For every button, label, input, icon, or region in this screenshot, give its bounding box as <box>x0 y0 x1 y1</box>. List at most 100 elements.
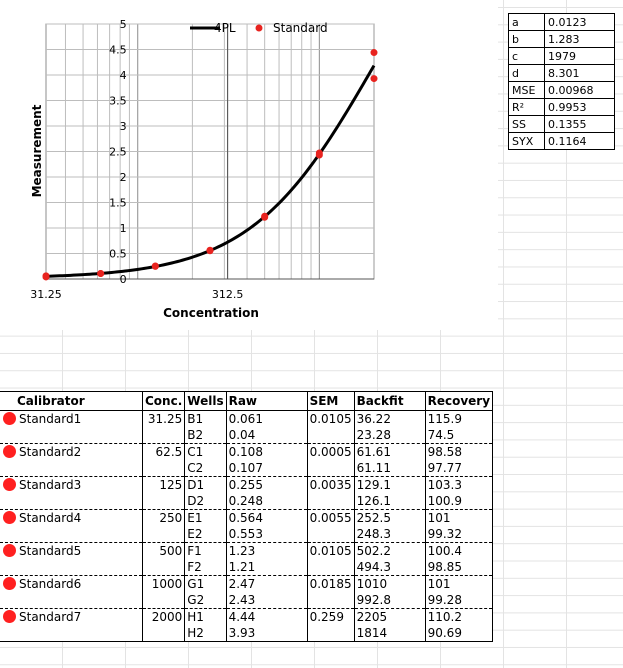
calibrator-name: Standard4 <box>19 510 82 525</box>
standard-point <box>370 49 378 57</box>
param-row: R² 0.9953 <box>508 98 615 116</box>
standard-point <box>151 262 159 270</box>
sem-cell: 0.0185 <box>306 575 355 592</box>
param-name: b <box>508 30 545 48</box>
chart-area[interactable]: 0 0.5 1 1.5 2 2.5 3 3.5 4 4.5 5 31.25 312.5 4PL Stan… <box>0 0 498 330</box>
calibration-chart[interactable]: 0 0.5 1 1.5 2 2.5 3 3.5 4 4.5 5 31.25 312.5 4PL Stan… <box>0 0 498 330</box>
standard-point <box>370 75 378 83</box>
recovery-cell: 98.85 <box>424 559 494 576</box>
conc-cell <box>141 559 186 576</box>
backfit-cell: 502.2 <box>353 542 426 559</box>
well-cell: C1 <box>184 443 227 460</box>
recovery-cell: 98.58 <box>424 443 494 460</box>
legend-standard-label: Standard <box>273 21 328 35</box>
y-tick-label: 4.5 <box>109 44 127 57</box>
param-row: b 1.283 <box>508 30 615 48</box>
well-cell: B2 <box>184 427 227 444</box>
well-cell: G2 <box>184 592 227 609</box>
calibrator-name: Standard1 <box>19 411 82 426</box>
standard-point <box>97 270 105 278</box>
standard-point <box>42 273 50 281</box>
calibrator-name: Standard7 <box>19 609 82 624</box>
standard-marker-icon <box>3 444 16 458</box>
param-row: c 1979 <box>508 47 615 65</box>
recovery-cell: 100.9 <box>424 493 494 510</box>
conc-cell: 2000 <box>141 608 186 625</box>
sem-cell: 0.0005 <box>306 443 355 460</box>
calibrator-cell <box>0 526 143 543</box>
conc-cell <box>141 625 186 642</box>
backfit-cell: 1010 <box>353 575 426 592</box>
param-value: 1.283 <box>544 30 615 48</box>
raw-cell: 1.23 <box>225 542 308 559</box>
raw-cell: 0.107 <box>225 460 308 477</box>
param-row: MSE 0.00968 <box>508 81 615 99</box>
calibrator-cell: Standard6 <box>0 575 143 592</box>
y-tick-label: 3.5 <box>109 95 127 108</box>
table-row: Standard1 31.25 B1 0.061 0.0105 36.22 115.9 <box>0 410 494 427</box>
conc-cell: 1000 <box>141 575 186 592</box>
header-raw: Raw <box>225 391 308 411</box>
standard-points <box>42 49 378 281</box>
raw-cell: 3.93 <box>225 625 308 642</box>
y-tick-label: 3 <box>120 120 127 133</box>
backfit-cell: 61.61 <box>353 443 426 460</box>
x-axis-title: Concentration <box>163 306 259 320</box>
param-name: d <box>508 64 545 82</box>
backfit-cell: 36.22 <box>353 410 426 427</box>
sem-cell <box>306 460 355 477</box>
header-calibrator: Calibrator <box>0 391 143 411</box>
table-row: Standard2 62.5 C1 0.108 0.0005 61.61 98.58 <box>0 443 494 460</box>
conc-cell: 31.25 <box>141 410 186 427</box>
raw-cell: 2.47 <box>225 575 308 592</box>
param-value: 0.1355 <box>544 115 615 133</box>
legend-standard-marker <box>255 24 263 32</box>
y-tick-label: 0 <box>120 273 127 286</box>
recovery-cell: 115.9 <box>424 410 494 427</box>
well-cell: D2 <box>184 493 227 510</box>
recovery-cell: 99.28 <box>424 592 494 609</box>
backfit-cell: 126.1 <box>353 493 426 510</box>
sem-cell <box>306 493 355 510</box>
calibrator-cell <box>0 427 143 444</box>
standard-marker-icon <box>3 609 16 623</box>
chart-legend: 4PL Standard <box>190 21 328 35</box>
sem-cell <box>306 559 355 576</box>
raw-cell: 4.44 <box>225 608 308 625</box>
well-cell: H1 <box>184 608 227 625</box>
param-name: SYX <box>508 132 545 150</box>
recovery-cell: 101 <box>424 575 494 592</box>
sem-cell: 0.0055 <box>306 509 355 526</box>
param-name: a <box>508 13 545 31</box>
backfit-cell: 2205 <box>353 608 426 625</box>
param-value: 0.00968 <box>544 81 615 99</box>
conc-cell <box>141 460 186 477</box>
recovery-cell: 99.32 <box>424 526 494 543</box>
table-row: Standard7 2000 H1 4.44 0.259 2205 110.2 <box>0 608 494 625</box>
table-row: F2 1.21 494.3 98.85 <box>0 559 494 576</box>
conc-cell <box>141 592 186 609</box>
param-row: d 8.301 <box>508 64 615 82</box>
table-row: B2 0.04 23.28 74.5 <box>0 427 494 444</box>
backfit-cell: 248.3 <box>353 526 426 543</box>
calibrator-cell <box>0 625 143 642</box>
raw-cell: 0.108 <box>225 443 308 460</box>
y-axis-title: Measurement <box>30 104 44 197</box>
recovery-cell: 103.3 <box>424 476 494 493</box>
table-row: G2 2.43 992.8 99.28 <box>0 592 494 609</box>
param-name: R² <box>508 98 545 116</box>
y-tick-label: 0.5 <box>109 248 127 261</box>
sem-cell <box>306 526 355 543</box>
x-tick-label: 31.25 <box>30 288 62 301</box>
raw-cell: 0.04 <box>225 427 308 444</box>
conc-cell <box>141 493 186 510</box>
y-tick-label: 2 <box>120 171 127 184</box>
calibrator-cell <box>0 493 143 510</box>
calibrator-cell: Standard1 <box>0 410 143 427</box>
raw-cell: 0.248 <box>225 493 308 510</box>
param-name: c <box>508 47 545 65</box>
plot-axes: 0 0.5 1 1.5 2 2.5 3 3.5 4 4.5 5 31.25 312.5 <box>30 18 374 301</box>
conc-cell: 500 <box>141 542 186 559</box>
standard-marker-icon <box>3 510 16 524</box>
sem-cell: 0.0035 <box>306 476 355 493</box>
